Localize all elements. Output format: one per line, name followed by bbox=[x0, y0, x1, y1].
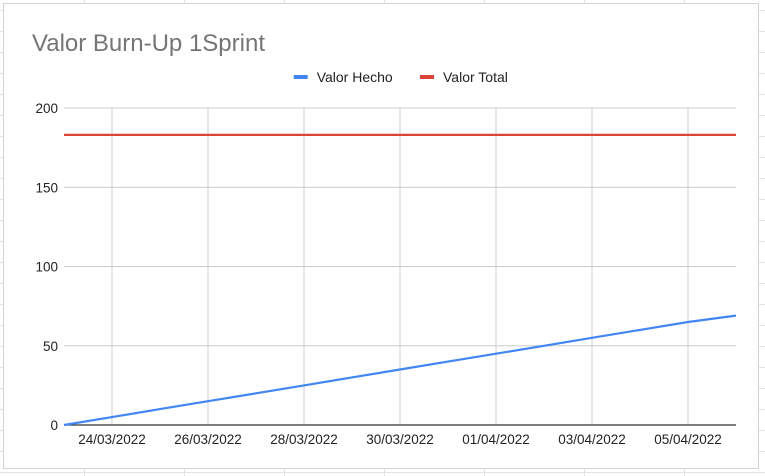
y-tick-label: 50 bbox=[43, 339, 58, 354]
x-tick-label: 24/03/2022 bbox=[78, 432, 146, 447]
series-line-valor-hecho bbox=[63, 314, 737, 427]
y-tick-label: 0 bbox=[50, 418, 58, 433]
x-tick-label: 26/03/2022 bbox=[174, 432, 242, 447]
x-tick-label: 03/04/2022 bbox=[558, 432, 626, 447]
line-chart: 0 50 100 150 200 24/03/2022 26/03/2022 28/03/20… bbox=[35, 69, 737, 447]
legend-label-valor-total: Valor Total bbox=[443, 69, 508, 85]
y-tick-label: 150 bbox=[35, 180, 58, 195]
chart-title: Valor Burn-Up 1Sprint bbox=[32, 30, 265, 57]
x-tick-label: 01/04/2022 bbox=[462, 432, 530, 447]
y-tick-label: 200 bbox=[35, 101, 58, 116]
x-tick-label: 05/04/2022 bbox=[654, 432, 722, 447]
x-tick-label: 28/03/2022 bbox=[270, 432, 338, 447]
y-tick-label: 100 bbox=[35, 260, 58, 275]
chart-container[interactable]: Valor Burn-Up 1Sprint 0 50 100 150 200 24/03/… bbox=[3, 3, 759, 469]
x-tick-label: 30/03/2022 bbox=[366, 432, 434, 447]
legend-label-valor-hecho: Valor Hecho bbox=[317, 69, 393, 85]
